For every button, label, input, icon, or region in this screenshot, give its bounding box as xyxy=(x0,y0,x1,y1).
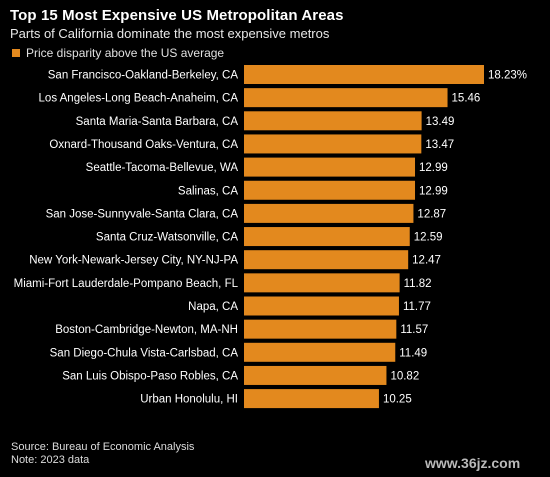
chart-legend: Price disparity above the US average xyxy=(12,46,224,60)
value-label: 15.46 xyxy=(452,93,481,105)
bar xyxy=(244,180,416,200)
bar xyxy=(244,250,409,270)
legend-label: Price disparity above the US average xyxy=(26,46,225,60)
bar xyxy=(244,203,414,223)
category-label: Urban Honolulu, HI xyxy=(140,394,238,406)
category-label: San Luis Obispo-Paso Robles, CA xyxy=(62,370,238,382)
bar xyxy=(244,88,448,108)
data-note: Note: 2023 data xyxy=(11,453,90,466)
value-label: 12.47 xyxy=(412,255,441,267)
value-label: 12.99 xyxy=(419,162,448,174)
category-label: Los Angeles-Long Beach-Anaheim, CA xyxy=(39,93,239,105)
chart-footer: Source: Bureau of Economic Analysis Note… xyxy=(11,441,194,466)
chart-title: Top 15 Most Expensive US Metropolitan Ar… xyxy=(10,7,344,24)
bar xyxy=(244,389,379,409)
value-label: 10.25 xyxy=(383,394,412,406)
value-label: 10.82 xyxy=(390,370,419,382)
bar xyxy=(244,273,400,293)
category-label: San Jose-Sunnyvale-Santa Clara, CA xyxy=(46,208,239,220)
bar xyxy=(244,65,484,84)
value-label: 13.49 xyxy=(426,116,455,128)
category-label: San Francisco-Oakland-Berkeley, CA xyxy=(48,70,239,82)
category-label: San Diego-Chula Vista-Carlsbad, CA xyxy=(50,347,239,359)
bar-chart: San Francisco-Oakland-Berkeley, CA 18.23%… xyxy=(14,65,527,409)
value-label: 12.99 xyxy=(419,185,448,197)
category-label: Santa Cruz-Watsonville, CA xyxy=(96,232,238,244)
bar xyxy=(244,111,422,131)
bar xyxy=(244,319,397,339)
bar xyxy=(244,365,387,385)
watermark: www.36jz.com xyxy=(425,455,521,471)
source-note: Source: Bureau of Economic Analysis xyxy=(11,441,195,453)
category-label: Oxnard-Thousand Oaks-Ventura, CA xyxy=(49,139,238,151)
value-label: 11.77 xyxy=(403,301,431,313)
category-label: Boston-Cambridge-Newton, MA-NH xyxy=(55,324,238,336)
legend-swatch xyxy=(12,49,20,57)
value-label: 12.59 xyxy=(414,232,443,244)
value-label: 18.23% xyxy=(488,70,527,82)
bar xyxy=(244,134,422,154)
bar xyxy=(244,157,416,177)
bar xyxy=(244,227,410,247)
value-label: 11.49 xyxy=(399,347,427,359)
category-label: Napa, CA xyxy=(188,301,238,313)
value-label: 11.82 xyxy=(404,278,432,290)
value-label: 11.57 xyxy=(400,324,428,336)
category-label: Seattle-Tacoma-Bellevue, WA xyxy=(86,162,239,174)
bar xyxy=(244,342,396,362)
category-label: Miami-Fort Lauderdale-Pompano Beach, FL xyxy=(14,278,239,290)
value-label: 12.87 xyxy=(417,208,446,220)
value-label: 13.47 xyxy=(425,139,454,151)
category-label: New York-Newark-Jersey City, NY-NJ-PA xyxy=(29,255,238,267)
chart-subtitle: Parts of California dominate the most ex… xyxy=(10,26,330,41)
category-label: Santa Maria-Santa Barbara, CA xyxy=(76,116,239,128)
category-label: Salinas, CA xyxy=(178,185,238,197)
bar xyxy=(244,296,399,316)
